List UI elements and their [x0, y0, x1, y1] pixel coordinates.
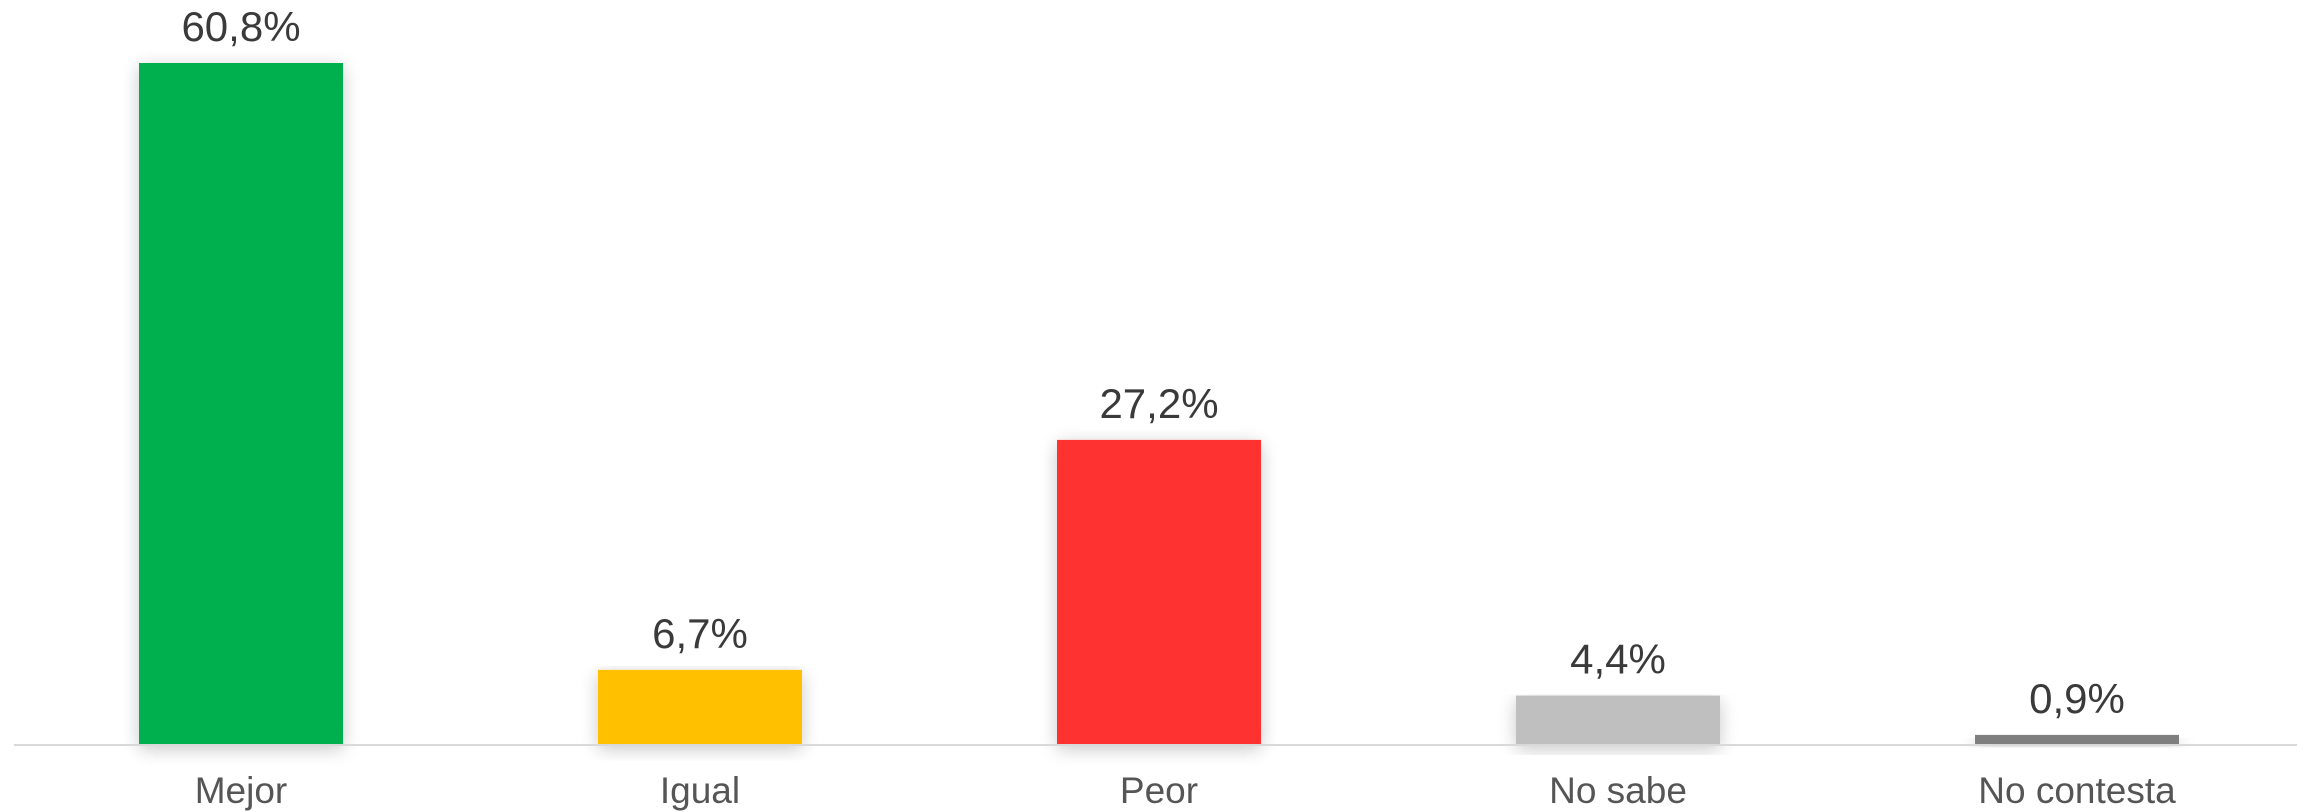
bar-no-contesta: [1975, 734, 2179, 745]
category-label-no-contesta: No contesta: [1978, 770, 2176, 811]
category-label-no-sabe: No sabe: [1549, 770, 1687, 811]
data-label-no-sabe: 4,4%: [1570, 636, 1666, 683]
category-label-igual: Igual: [660, 770, 740, 811]
data-label-mejor: 60,8%: [181, 3, 300, 50]
data-label-peor: 27,2%: [1099, 380, 1218, 427]
data-label-no-contesta: 0,9%: [2029, 675, 2125, 722]
labels-layer: 60,8% Mejor 6,7% Igual 27,2% Peor 4,4% No sabe 0…: [181, 3, 2176, 811]
bar-igual: [598, 669, 802, 745]
bar-mejor: [139, 63, 343, 745]
bar-no-sabe: [1516, 695, 1720, 745]
category-label-peor: Peor: [1120, 770, 1198, 811]
category-label-mejor: Mejor: [195, 770, 288, 811]
bar-peor: [1057, 439, 1261, 745]
data-label-igual: 6,7%: [652, 610, 748, 657]
bars-layer: [139, 63, 2179, 745]
